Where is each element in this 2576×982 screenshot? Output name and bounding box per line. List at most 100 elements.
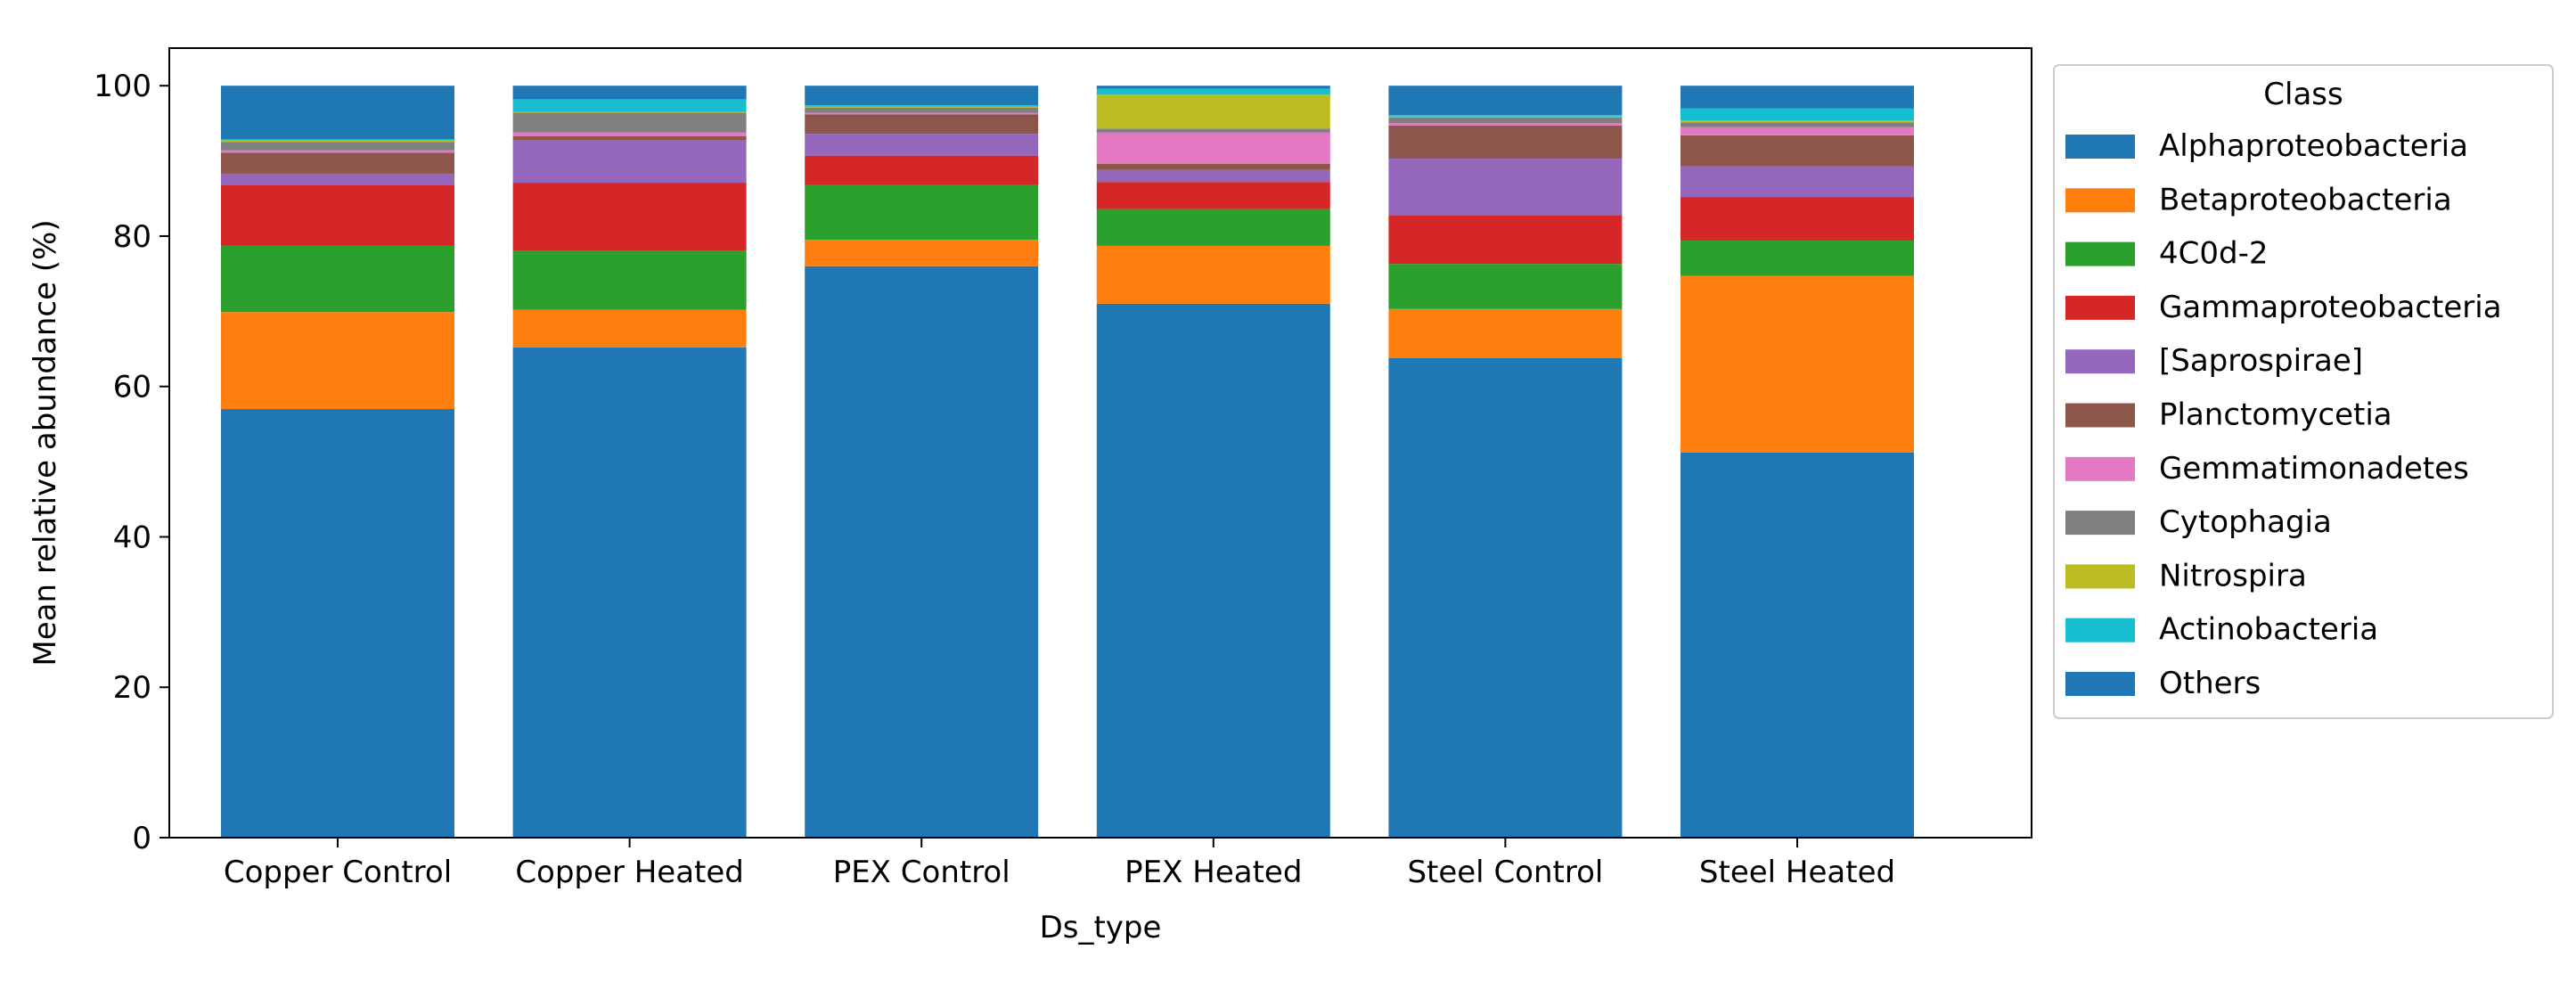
legend-label: Cytophagia <box>2159 504 2332 540</box>
bar-segment <box>512 347 747 838</box>
legend: Class Alphaproteobacteria Betaproteobacte… <box>2053 64 2554 719</box>
bar-segment <box>1388 115 1623 117</box>
bar-segment <box>221 245 454 313</box>
bar-segment <box>221 152 454 174</box>
bar-segment <box>221 150 454 153</box>
bar-segment <box>1096 128 1330 133</box>
legend-label: Gemmatimonadetes <box>2159 451 2469 487</box>
legend-frame <box>2053 64 2554 719</box>
x-axis-label: Ds_type <box>1040 910 1162 945</box>
bar-segment <box>512 132 747 136</box>
bar-segment <box>512 86 747 100</box>
bar-segment <box>1388 159 1623 216</box>
bar-segment <box>1388 86 1623 116</box>
bar-segment <box>1388 116 1623 118</box>
bar-segment <box>805 155 1039 185</box>
y-tick-label: 60 <box>113 370 151 405</box>
x-tick-label: PEX Control <box>833 855 1010 890</box>
y-tick-label: 100 <box>94 69 151 104</box>
bar-segment <box>221 86 454 140</box>
bar-segment <box>1388 215 1623 265</box>
bar-segment <box>512 250 747 310</box>
bar-segment <box>805 112 1039 115</box>
bar-segment <box>1681 108 1914 121</box>
bar-segment <box>1096 163 1330 170</box>
bar-segment <box>512 111 747 113</box>
bar-segment <box>1681 127 1914 135</box>
legend-swatch <box>2065 403 2135 428</box>
legend-label: Actinobacteria <box>2159 612 2378 648</box>
bar-segment <box>1096 169 1330 183</box>
x-tick-label: PEX Heated <box>1124 855 1302 890</box>
legend-swatch <box>2065 135 2135 159</box>
bar-segment <box>221 409 454 838</box>
bar-segment <box>1096 303 1330 838</box>
legend-swatch <box>2065 456 2135 481</box>
plot-frame <box>168 47 2032 839</box>
legend-label: Alphaproteobacteria <box>2159 128 2468 164</box>
bar-segment <box>1681 197 1914 241</box>
bar-segment <box>805 240 1039 266</box>
bar-segment <box>1096 245 1330 304</box>
bar-segment <box>1388 125 1623 160</box>
legend-title: Class <box>2263 77 2343 112</box>
legend-label: Betaproteobacteria <box>2159 182 2452 217</box>
legend-swatch <box>2065 511 2135 536</box>
x-tick-label: Copper Control <box>224 855 452 890</box>
bar-segment <box>1388 123 1623 126</box>
bar-segment <box>512 140 747 184</box>
y-axis-label: Mean relative abundance (%) <box>28 219 63 666</box>
legend-swatch <box>2065 295 2135 320</box>
bar-segment <box>1681 86 1914 109</box>
bar-segment <box>512 112 747 133</box>
legend-label: [Saprospirae] <box>2159 343 2363 379</box>
bar-segment <box>1681 452 1914 838</box>
bar-segment <box>1681 120 1914 123</box>
bar-segment <box>1096 209 1330 246</box>
legend-swatch <box>2065 241 2135 266</box>
bar-segment <box>1681 135 1914 167</box>
bars-layer <box>221 86 1914 838</box>
bar-segment <box>221 140 454 143</box>
bar-segment <box>221 184 454 246</box>
legend-swatch <box>2065 672 2135 696</box>
legend-label: Planctomycetia <box>2159 397 2392 433</box>
legend-label: Gammaproteobacteria <box>2159 290 2502 325</box>
bar-segment <box>1096 88 1330 95</box>
bar-segment <box>221 142 454 151</box>
bar-segment <box>805 114 1039 135</box>
x-tick-label: Copper Heated <box>515 855 744 890</box>
y-tick-label: 20 <box>113 670 151 706</box>
bar-segment <box>512 183 747 250</box>
legend-swatch <box>2065 188 2135 213</box>
x-axis: Copper Control Copper Heated PEX Control PE… <box>224 838 1895 890</box>
bar-segment <box>805 107 1039 113</box>
legend-items: Alphaproteobacteria Betaproteobacteria 4C0… <box>2065 128 2502 701</box>
y-tick-label: 40 <box>113 520 151 555</box>
bar-segment <box>1681 166 1914 198</box>
y-tick-label: 0 <box>132 821 151 856</box>
legend-label: Nitrospira <box>2159 558 2307 593</box>
bar-segment <box>1096 94 1330 129</box>
legend-swatch <box>2065 564 2135 589</box>
bar-segment <box>1681 241 1914 276</box>
bar-segment <box>805 106 1039 108</box>
x-tick-label: Steel Control <box>1407 855 1603 890</box>
bar-segment <box>805 266 1039 838</box>
bar-segment <box>512 99 747 112</box>
bar-segment <box>512 135 747 141</box>
bar-segment <box>805 134 1039 156</box>
bar-segment <box>1388 264 1623 309</box>
x-tick-label: Steel Heated <box>1699 855 1895 890</box>
bar-segment <box>1388 357 1623 838</box>
bar-segment <box>1096 182 1330 209</box>
bar-segment <box>805 86 1039 106</box>
bar-segment <box>1388 117 1623 124</box>
bar-segment <box>1096 132 1330 164</box>
bar-segment <box>1096 86 1330 89</box>
legend-label: Others <box>2159 666 2261 701</box>
bar-segment <box>221 173 454 185</box>
bar-segment <box>512 309 747 348</box>
y-tick-label: 80 <box>113 219 151 255</box>
